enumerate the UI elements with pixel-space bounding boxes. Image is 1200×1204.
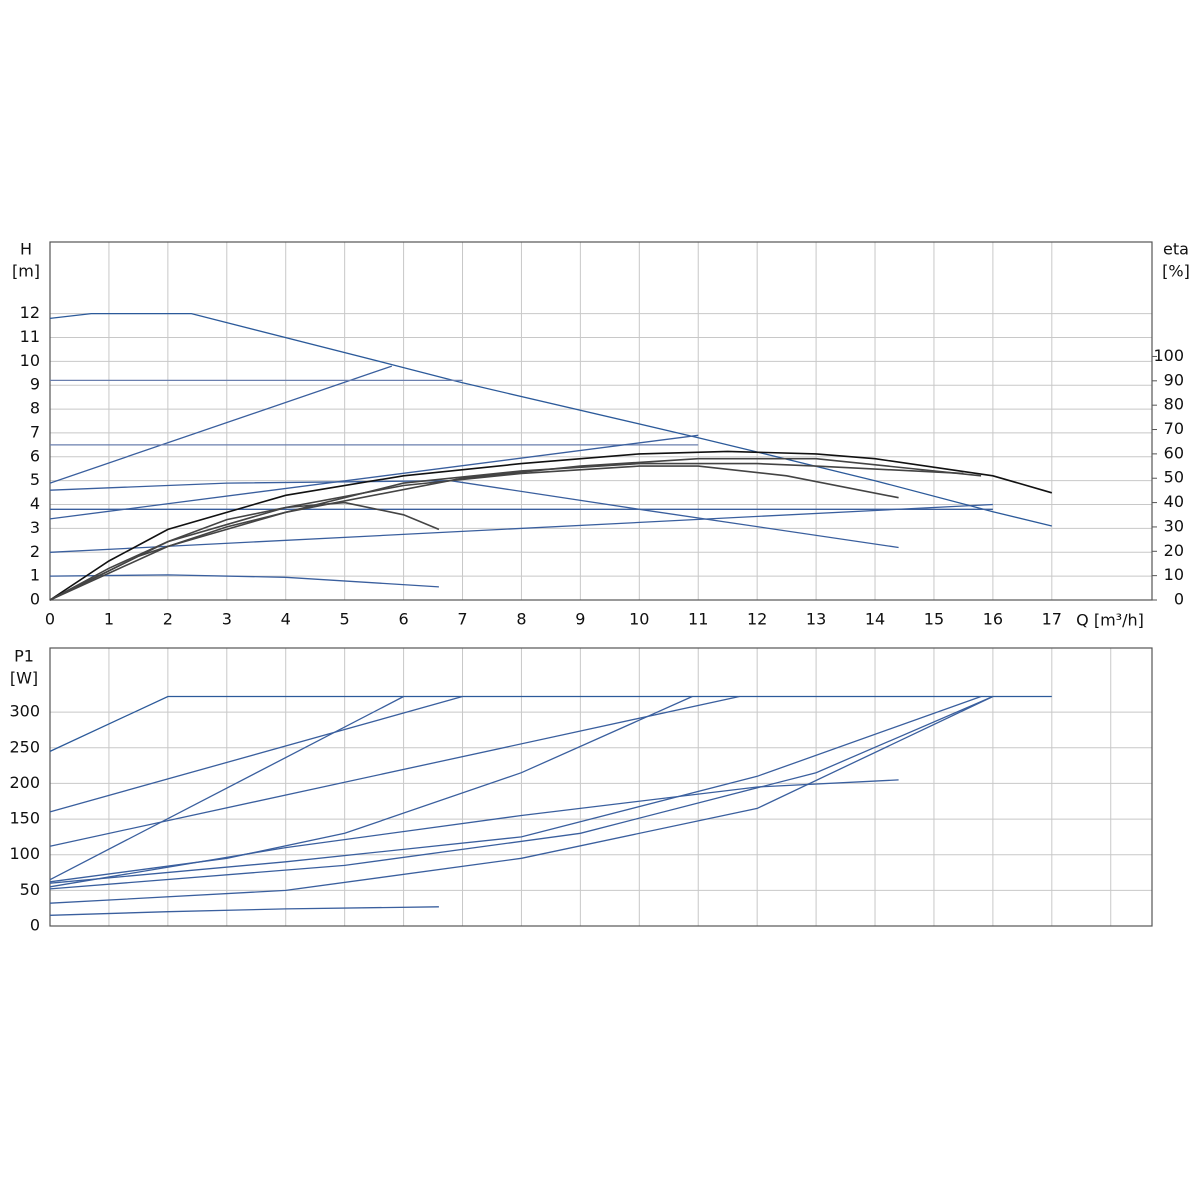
x-tick-label: 9 [575,610,585,629]
y-tick-label: 300 [9,702,40,721]
curve [49,574,439,588]
y-tick-label: 9 [30,375,40,394]
y-tick-label: 50 [20,880,40,899]
y-tick-label: 10 [20,351,40,370]
y-tick-label: 0 [30,590,40,609]
x-tick-label: 4 [281,610,291,629]
x-tick-label: 13 [806,610,826,629]
curve [49,695,994,890]
curve [49,695,740,847]
y-tick-label: 200 [9,773,40,792]
x-tick-label: 11 [688,610,708,629]
y2-tick-label: 40 [1164,492,1184,511]
x-tick-label: 8 [516,610,526,629]
x-tick-label: 5 [340,610,350,629]
curve [49,457,982,601]
y-unit: [W] [10,669,38,688]
y2-tick-label: 100 [1153,346,1184,365]
y-tick-label: 8 [30,399,40,418]
x-tick-label: 7 [457,610,467,629]
curve [49,465,899,601]
x-tick-label: 16 [983,610,1003,629]
curve [49,695,693,883]
y-tick-label: 5 [30,470,40,489]
y-tick-label: 7 [30,422,40,441]
x-tick-label: 12 [747,610,767,629]
y2-tick-label: 90 [1164,370,1184,389]
curve [49,365,393,484]
y-tick-label: 0 [30,916,40,935]
curve [49,695,1052,752]
y2-tick-label: 80 [1164,395,1184,414]
y2-unit: [%] [1162,262,1190,281]
x-tick-label: 2 [163,610,173,629]
y2-tick-label: 60 [1164,443,1184,462]
x-tick-label: 3 [222,610,232,629]
y2-tick-label: 20 [1164,541,1184,560]
y-tick-label: 250 [9,737,40,756]
curve [49,450,1053,601]
y-tick-label: 150 [9,809,40,828]
plot-frame [49,647,1153,927]
y-tick-label: 3 [30,518,40,537]
x-label: Q [m³/h] [1076,611,1144,630]
y-tick-label: 4 [30,494,40,513]
y-tick-label: 12 [20,303,40,322]
x-tick-label: 14 [865,610,885,629]
curve [49,434,699,520]
y2-tick-label: 10 [1164,565,1184,584]
y2-tick-label: 0 [1174,590,1184,609]
curve [49,501,440,601]
y-tick-label: 1 [30,566,40,585]
y-tick-label: 2 [30,542,40,561]
curve [49,779,899,888]
y-tick-label: 6 [30,446,40,465]
y-tick-label: 11 [20,327,40,346]
y2-tick-label: 70 [1164,419,1184,438]
y-unit: [m] [12,262,40,281]
y2-tick-label: 50 [1164,468,1184,487]
x-tick-label: 0 [45,610,55,629]
x-tick-label: 15 [924,610,944,629]
curve [49,695,463,813]
curve [49,695,994,904]
curve [49,695,404,881]
y-label: P1 [14,647,34,666]
x-tick-label: 1 [104,610,114,629]
x-tick-label: 17 [1042,610,1062,629]
y-tick-label: 100 [9,844,40,863]
curve [49,695,982,884]
plot-frame [49,241,1153,601]
y2-label: eta [1163,240,1189,259]
curve [49,906,439,916]
x-tick-label: 10 [629,610,649,629]
curve [49,503,993,553]
y2-tick-label: 30 [1164,516,1184,535]
x-tick-label: 6 [398,610,408,629]
curve [49,312,1052,527]
y-label: H [20,240,32,259]
